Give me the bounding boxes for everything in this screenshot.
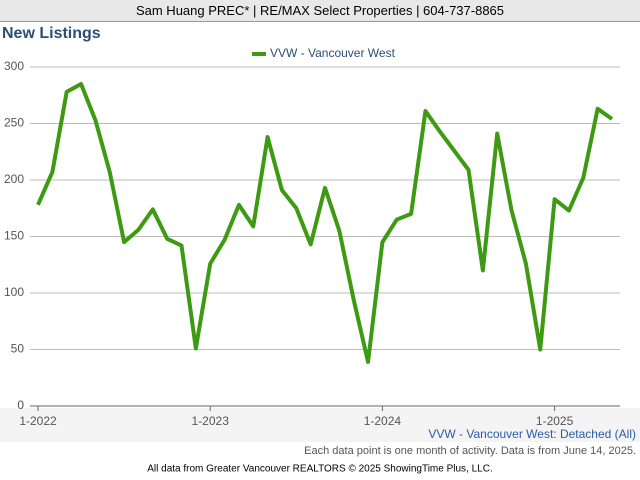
y-tick-label: 200: [4, 172, 24, 186]
series-line: [36, 81, 614, 364]
axis-band: [0, 408, 640, 442]
y-tick-label: 250: [4, 116, 24, 130]
x-tick-label: 1-2024: [364, 414, 402, 428]
caption: VVW - Vancouver West: Detached (All): [428, 427, 636, 441]
y-tick-label: 0: [17, 398, 24, 412]
y-tick-label: 300: [4, 59, 24, 73]
y-tick-label: 150: [4, 229, 24, 243]
header: Sam Huang PREC* | RE/MAX Select Properti…: [0, 0, 640, 22]
note: Each data point is one month of activity…: [304, 445, 636, 457]
y-tick-label: 50: [11, 342, 25, 356]
y-tick-label: 100: [4, 285, 24, 299]
x-tick-label: 1-2023: [192, 414, 230, 428]
chart-title: New Listings: [2, 25, 101, 42]
footer: All data from Greater Vancouver REALTORS…: [147, 464, 492, 475]
legend-label: VVW - Vancouver West: [270, 46, 396, 60]
x-tick-label: 1-2022: [19, 414, 57, 428]
x-tick-label: 1-2025: [536, 414, 574, 428]
